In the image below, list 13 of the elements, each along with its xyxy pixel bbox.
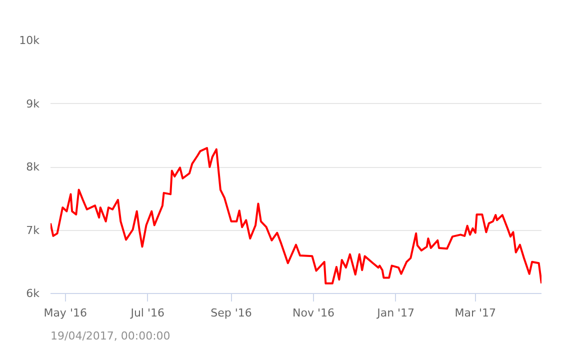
- text: 19/04/2017, 00:00:00: [50, 330, 170, 342]
- y-tick-label: 9k: [26, 97, 40, 110]
- x-tick-label: Jan '17: [376, 306, 415, 320]
- y-tick-label: 8k: [26, 160, 40, 174]
- x-tick-label: May '16: [44, 306, 87, 320]
- x-tick-label: Mar '17: [454, 306, 496, 320]
- x-tick-label: Jul '16: [130, 306, 165, 320]
- x-tick-label: Sep '16: [210, 306, 252, 320]
- y-tick-label: 10k: [19, 34, 40, 47]
- y-tick-label: 7k: [26, 224, 40, 237]
- y-tick-label: 6k: [26, 287, 40, 300]
- line-series: [50, 147, 542, 284]
- x-tick-label: Nov '16: [292, 306, 335, 320]
